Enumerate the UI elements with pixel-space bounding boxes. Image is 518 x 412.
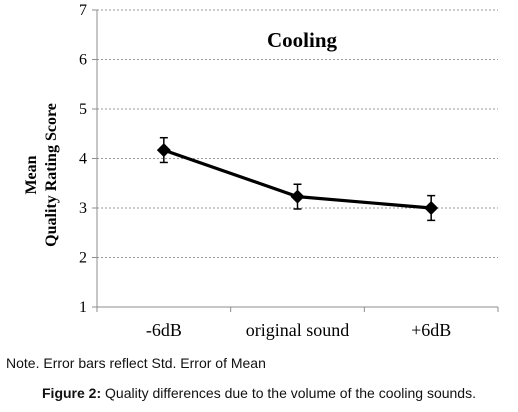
x-tick-label: +6dB	[411, 320, 451, 340]
y-axis-label: Mean Quality Rating Score	[23, 103, 60, 247]
y-tick-label: 1	[79, 299, 87, 316]
y-axis-label-line1: Mean	[23, 155, 40, 194]
x-tick-labels: -6dB original sound +6dB	[146, 320, 451, 340]
chart: 1 2 3 4 5 6 7 -6dB original sound +6dB Cooling M…	[23, 2, 499, 340]
y-tick-label: 2	[79, 250, 87, 267]
y-tick-labels: 1 2 3 4 5 6 7	[79, 2, 87, 316]
y-tick-label: 4	[79, 151, 87, 168]
x-tick-label: -6dB	[146, 320, 182, 340]
markers	[156, 143, 439, 215]
figure-label: Figure 2:	[42, 385, 102, 401]
y-tick-label: 6	[79, 52, 87, 69]
figure-caption: Figure 2: Quality differences due to the…	[0, 385, 518, 401]
y-axis-label-line2: Quality Rating Score	[43, 103, 60, 247]
y-tick-label: 3	[79, 200, 87, 217]
data-point-marker	[290, 189, 305, 204]
figure-caption-text: Quality differences due to the volume of…	[101, 385, 476, 401]
y-tick-label: 5	[79, 101, 87, 118]
x-tick-label: original sound	[246, 320, 350, 340]
data-point-marker	[156, 143, 171, 158]
note-text: Note. Error bars reflect Std. Error of M…	[6, 355, 266, 371]
y-tick-label: 7	[79, 2, 87, 19]
chart-title: Cooling	[267, 28, 338, 52]
data-point-marker	[424, 201, 439, 215]
plot-frame	[92, 9, 499, 312]
